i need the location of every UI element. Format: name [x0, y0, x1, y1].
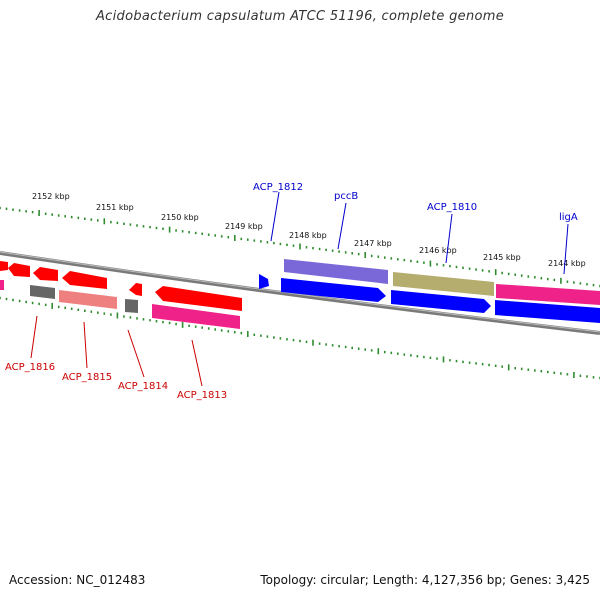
callout-line — [445, 213, 453, 264]
callout-line — [270, 191, 280, 242]
gene-features — [0, 259, 600, 329]
gene-label[interactable]: pccB — [334, 191, 358, 202]
gene-label[interactable]: ACP_1815 — [62, 372, 112, 383]
genome-summary-text: Topology: circular; Length: 4,127,356 bp… — [260, 573, 590, 587]
gene-arrow[interactable] — [0, 280, 4, 290]
callout-line — [127, 329, 145, 378]
gene-arrow[interactable] — [393, 272, 494, 296]
map-title: Acidobacterium capsulatum ATCC 51196, co… — [95, 9, 505, 24]
gene-arrow[interactable] — [0, 261, 8, 271]
upper-gene-labels: ACP_1812 pccB ACP_1810 ligA — [253, 182, 578, 223]
genome-backbone-highlight — [0, 251, 600, 333]
gene-arrow[interactable] — [33, 267, 58, 281]
callout-line — [563, 223, 569, 275]
kbp-label: 2146 kbp — [419, 246, 457, 255]
gene-arrow[interactable] — [62, 271, 107, 289]
genome-backbone — [0, 251, 600, 335]
gene-arrow[interactable] — [152, 304, 240, 329]
upper-gene-callouts — [270, 191, 569, 275]
gene-arrow[interactable] — [259, 274, 269, 289]
kbp-label: 2145 kbp — [483, 253, 521, 262]
kbp-label: 2147 kbp — [354, 239, 392, 248]
gene-arrow[interactable] — [496, 284, 600, 305]
callout-line — [30, 315, 38, 359]
kbp-scale-labels: 2152 kbp 2151 kbp 2150 kbp 2149 kbp 2148… — [32, 192, 586, 268]
callout-line — [191, 339, 203, 387]
callout-line — [337, 202, 347, 250]
gene-arrow[interactable] — [391, 290, 491, 313]
gene-label[interactable]: ACP_1816 — [5, 362, 55, 373]
kbp-label: 2148 kbp — [289, 231, 327, 240]
gene-label[interactable]: ACP_1810 — [427, 202, 477, 213]
gene-arrow[interactable] — [495, 300, 600, 323]
gene-arrow[interactable] — [129, 283, 142, 296]
kbp-label: 2152 kbp — [32, 192, 70, 201]
gene-label[interactable]: ACP_1812 — [253, 182, 303, 193]
gene-label[interactable]: ACP_1814 — [118, 381, 168, 392]
lower-gene-labels: ACP_1816 ACP_1815 ACP_1814 ACP_1813 — [5, 362, 227, 401]
gene-arrow[interactable] — [8, 263, 30, 277]
gene-arrow[interactable] — [281, 278, 386, 302]
gene-arrow[interactable] — [59, 290, 117, 309]
kbp-label: 2150 kbp — [161, 213, 199, 222]
gene-label[interactable]: ligA — [559, 212, 578, 223]
accession-text: Accession: NC_012483 — [9, 573, 146, 587]
gene-label[interactable]: ACP_1813 — [177, 390, 227, 401]
gene-arrow[interactable] — [155, 286, 242, 311]
gene-arrow[interactable] — [30, 285, 55, 299]
gene-arrow[interactable] — [284, 259, 388, 284]
inner-tick-marks — [0, 296, 600, 380]
callout-line — [83, 321, 88, 369]
kbp-label: 2149 kbp — [225, 222, 263, 231]
gene-arrow[interactable] — [125, 299, 138, 313]
outer-tick-marks — [0, 206, 600, 288]
lower-gene-callouts — [30, 315, 203, 387]
kbp-label: 2144 kbp — [548, 259, 586, 268]
kbp-label: 2151 kbp — [96, 203, 134, 212]
